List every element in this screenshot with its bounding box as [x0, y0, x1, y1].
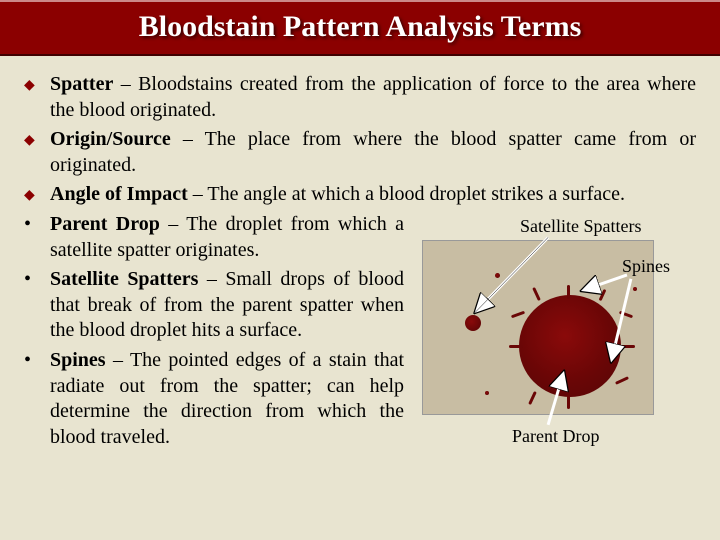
list-item: • Parent Drop – The droplet from which a… — [24, 212, 404, 263]
list-item: ◆ Spatter – Bloodstains created from the… — [24, 72, 696, 123]
bullet-text: Satellite Spatters – Small drops of bloo… — [50, 267, 404, 344]
parent-drop-shape — [519, 295, 621, 397]
bullet-text: Spines – The pointed edges of a stain th… — [50, 348, 404, 450]
satellite-drop-shape — [633, 287, 637, 291]
lower-bullets: • Parent Drop – The droplet from which a… — [24, 212, 404, 450]
diamond-bullet-icon: ◆ — [24, 72, 50, 95]
list-item: • Spines – The pointed edges of a stain … — [24, 348, 404, 450]
dot-bullet-icon: • — [24, 348, 50, 374]
label-satellite-spatters: Satellite Spatters — [520, 216, 641, 237]
diagram-area: Satellite Spatters Spines Parent Drop — [412, 212, 696, 472]
diamond-bullet-icon: ◆ — [24, 182, 50, 205]
bullet-text: Angle of Impact – The angle at which a b… — [50, 182, 696, 208]
bullet-text: Parent Drop – The droplet from which a s… — [50, 212, 404, 263]
diamond-bullet-icon: ◆ — [24, 127, 50, 150]
bullet-text: Spatter – Bloodstains created from the a… — [50, 72, 696, 123]
dot-bullet-icon: • — [24, 212, 50, 238]
list-item: • Satellite Spatters – Small drops of bl… — [24, 267, 404, 344]
label-parent-drop: Parent Drop — [512, 426, 599, 447]
slide-content: ◆ Spatter – Bloodstains created from the… — [0, 56, 720, 472]
satellite-drop-shape — [465, 315, 481, 331]
label-spines: Spines — [622, 256, 670, 277]
lower-row: • Parent Drop – The droplet from which a… — [24, 212, 696, 472]
dot-bullet-icon: • — [24, 267, 50, 293]
satellite-drop-shape — [495, 273, 500, 278]
list-item: ◆ Angle of Impact – The angle at which a… — [24, 182, 696, 208]
bloodstain-photo — [422, 240, 654, 415]
bullet-text: Origin/Source – The place from where the… — [50, 127, 696, 178]
satellite-drop-shape — [485, 391, 489, 395]
slide-title: Bloodstain Pattern Analysis Terms — [0, 10, 720, 44]
title-bar: Bloodstain Pattern Analysis Terms — [0, 0, 720, 56]
top-bullets: ◆ Spatter – Bloodstains created from the… — [24, 72, 696, 208]
lower-text-column: • Parent Drop – The droplet from which a… — [24, 212, 404, 454]
list-item: ◆ Origin/Source – The place from where t… — [24, 127, 696, 178]
